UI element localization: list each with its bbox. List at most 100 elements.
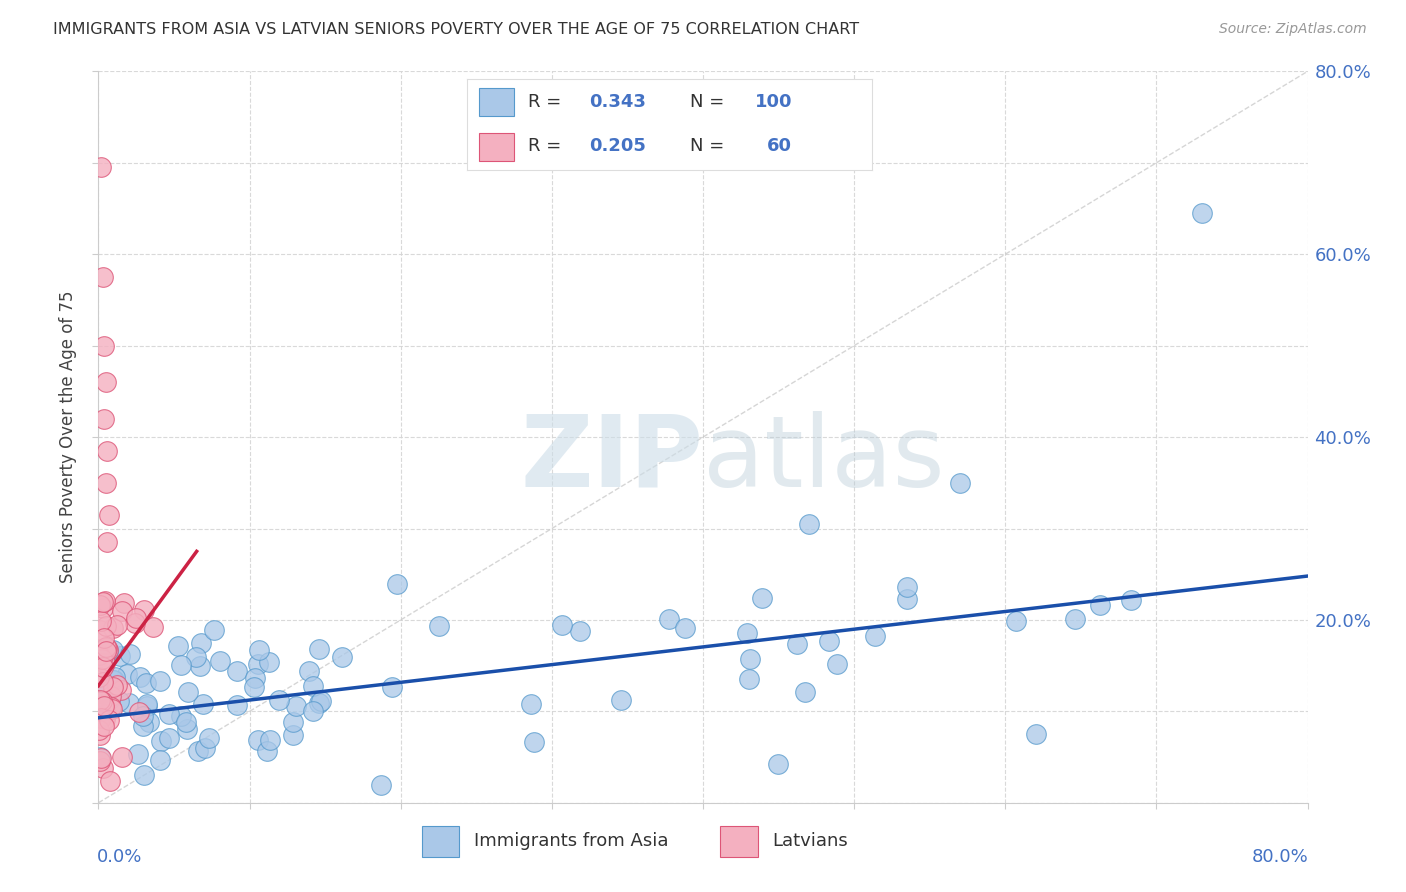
Text: Source: ZipAtlas.com: Source: ZipAtlas.com xyxy=(1219,22,1367,37)
Point xyxy=(283,715,305,730)
Point xyxy=(136,697,159,711)
Point xyxy=(91,595,114,609)
Point xyxy=(89,728,111,742)
Point xyxy=(89,648,111,662)
Point xyxy=(94,618,117,632)
Point xyxy=(108,648,131,663)
Point xyxy=(1064,612,1087,626)
Point xyxy=(520,697,543,711)
Point xyxy=(135,675,157,690)
Text: ZIP: ZIP xyxy=(520,410,703,508)
Point xyxy=(90,686,112,700)
Point xyxy=(751,591,773,605)
Point xyxy=(142,620,165,634)
Point xyxy=(247,642,270,657)
Point xyxy=(90,651,112,665)
Point xyxy=(198,731,221,745)
Point xyxy=(308,696,330,710)
Point xyxy=(132,603,155,617)
Point xyxy=(187,744,209,758)
Point xyxy=(89,709,111,723)
Point xyxy=(91,675,114,690)
Point xyxy=(90,707,112,722)
Point xyxy=(284,699,307,714)
Point xyxy=(797,516,820,531)
Point xyxy=(1119,592,1142,607)
Point xyxy=(98,774,121,789)
Point xyxy=(243,671,266,685)
Point xyxy=(128,706,150,720)
Point xyxy=(89,689,111,703)
Point xyxy=(89,750,111,764)
Point xyxy=(96,640,118,655)
Point xyxy=(949,475,972,490)
Point xyxy=(256,744,278,758)
Point xyxy=(89,723,111,737)
Point xyxy=(381,680,404,694)
Point xyxy=(330,650,353,665)
Point xyxy=(100,689,122,703)
Point xyxy=(738,673,761,687)
Point xyxy=(97,643,120,657)
Point xyxy=(100,699,122,714)
Point xyxy=(825,657,848,671)
Point xyxy=(167,639,190,653)
Point xyxy=(427,618,450,632)
Point xyxy=(103,621,125,635)
Point xyxy=(385,577,408,591)
Point xyxy=(97,644,120,658)
Point xyxy=(120,648,142,662)
Y-axis label: Seniors Poverty Over the Age of 75: Seniors Poverty Over the Age of 75 xyxy=(59,291,77,583)
Point xyxy=(93,698,115,713)
Point xyxy=(94,656,117,670)
Point xyxy=(225,664,247,678)
Point xyxy=(863,629,886,643)
Point xyxy=(91,600,114,615)
Point xyxy=(169,658,191,673)
Point xyxy=(157,731,180,745)
Point xyxy=(188,658,211,673)
Point xyxy=(94,640,117,654)
Point xyxy=(103,673,125,688)
Point xyxy=(1024,727,1046,741)
Point xyxy=(896,581,918,595)
Point xyxy=(98,508,121,522)
Point xyxy=(124,616,146,631)
Point xyxy=(132,709,155,723)
Point xyxy=(149,753,172,767)
Point xyxy=(127,747,149,761)
Point xyxy=(100,702,122,716)
Point xyxy=(110,683,132,698)
Text: IMMIGRANTS FROM ASIA VS LATVIAN SENIORS POVERTY OVER THE AGE OF 75 CORRELATION C: IMMIGRANTS FROM ASIA VS LATVIAN SENIORS … xyxy=(53,22,859,37)
Point xyxy=(93,701,115,715)
Point xyxy=(259,733,281,747)
Point xyxy=(247,732,270,747)
Point xyxy=(550,618,572,632)
Point xyxy=(768,757,790,772)
Point xyxy=(89,754,111,768)
Point xyxy=(96,443,118,458)
Point xyxy=(191,697,214,711)
Point xyxy=(302,704,325,718)
Point xyxy=(209,654,232,668)
Point xyxy=(176,722,198,736)
Point xyxy=(115,667,138,681)
Point xyxy=(90,693,112,707)
Point xyxy=(128,670,150,684)
Point xyxy=(609,693,631,707)
Point xyxy=(90,161,112,175)
Point xyxy=(297,664,319,678)
Point xyxy=(786,636,808,650)
Point xyxy=(93,718,115,732)
Point xyxy=(97,713,120,727)
Point xyxy=(94,703,117,717)
Point xyxy=(247,657,270,672)
Point xyxy=(89,598,111,612)
Point xyxy=(658,612,681,626)
Point xyxy=(89,670,111,684)
Point xyxy=(101,643,124,657)
Point xyxy=(89,623,111,637)
Point xyxy=(1191,206,1213,220)
Point xyxy=(90,711,112,725)
Point xyxy=(134,768,156,782)
